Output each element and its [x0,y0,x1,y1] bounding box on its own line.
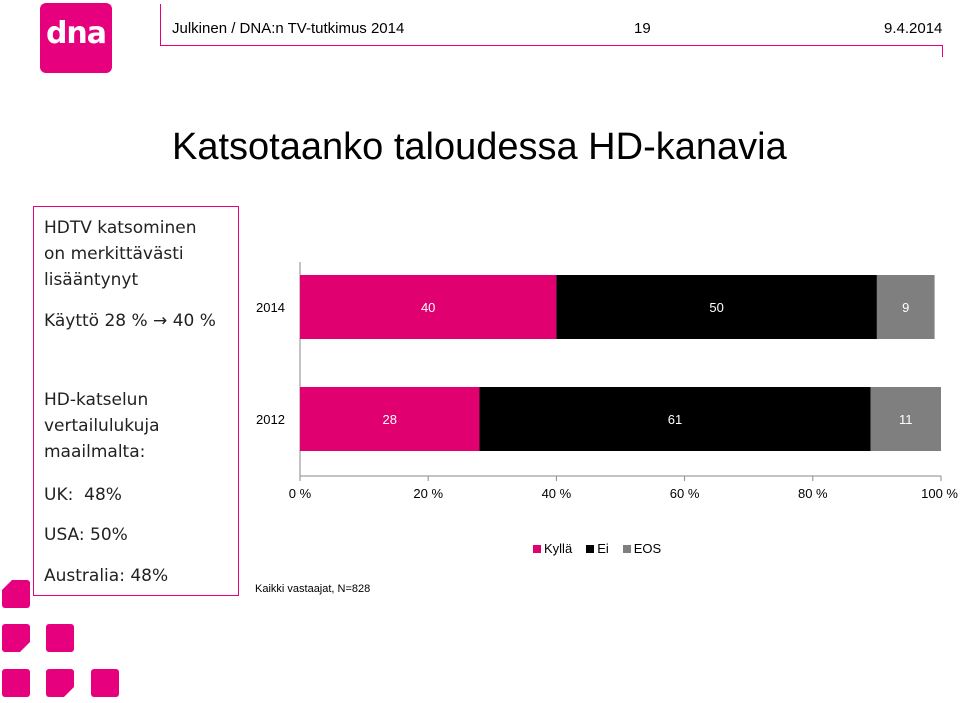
page-number: 19 [634,20,651,37]
category-label: 2012 [256,412,285,427]
bar-segment [556,275,877,339]
info-line: HD-katselun [44,390,149,410]
usa-stat: USA: 50% [44,525,128,545]
legend-swatch-ei [586,544,595,553]
bar-segment [300,387,480,451]
x-tick-label: 80 % [798,486,828,501]
data-label: 9 [902,300,909,315]
bar-segment [876,275,935,339]
legend-item-ei: Ei [586,541,609,556]
chart-legend: Kyllä Ei EOS [533,541,675,556]
header-source: Julkinen / DNA:n TV-tutkimus 2014 [172,20,405,37]
uk-stat: UK: 48% [44,485,122,505]
header-divider-vertical [160,4,161,46]
data-label: 40 [421,300,435,315]
data-label: 28 [383,412,397,427]
legend-swatch-kylla [533,544,541,553]
legend-label: Kyllä [544,541,573,556]
x-tick-label: 100 % [921,486,958,501]
footnote-sample: Kaikki vastaajat, N=828 [255,583,371,595]
data-label: 61 [668,412,682,427]
info-line: vertailulukuja [44,416,160,436]
legend-item-eos: EOS [622,541,662,556]
info-line: lisääntynyt [44,270,139,290]
bar-segment [300,275,557,339]
usage-change-text: Käyttö 28 % → 40 % [44,311,216,331]
header-divider-horizontal [160,45,943,46]
decorative-square [91,669,119,697]
decorative-square [2,669,30,697]
header-date: 9.4.2014 [884,20,943,37]
legend-label: Ei [597,541,609,556]
slide-title: Katsotaanko taloudessa HD-kanavia [172,126,787,168]
decorative-fold [64,687,74,697]
category-label: 2014 [256,300,285,315]
legend-item-kylla: Kyllä [533,541,572,556]
logo-text: dna [45,16,107,51]
legend-swatch-eos [622,544,631,553]
australia-stat: Australia: 48% [44,566,169,586]
x-tick-label: 60 % [670,486,700,501]
info-line: on merkittävästi [44,244,184,264]
decorative-square [46,624,74,652]
data-label: 11 [899,412,913,427]
left-info-box [33,206,239,596]
bar-segment [870,387,941,451]
legend-label: EOS [633,541,662,556]
decorative-fold [2,580,12,590]
dna-logo: dna [40,3,112,73]
header-divider-end [942,45,943,57]
x-tick-label: 40 % [542,486,572,501]
info-line: maailmalta: [44,442,146,462]
bar-segment [479,387,871,451]
x-tick-label: 20 % [413,486,443,501]
x-tick-label: 0 % [289,486,312,501]
decorative-fold [20,642,30,652]
data-label: 50 [709,300,723,315]
info-line: HDTV katsominen [44,218,197,238]
